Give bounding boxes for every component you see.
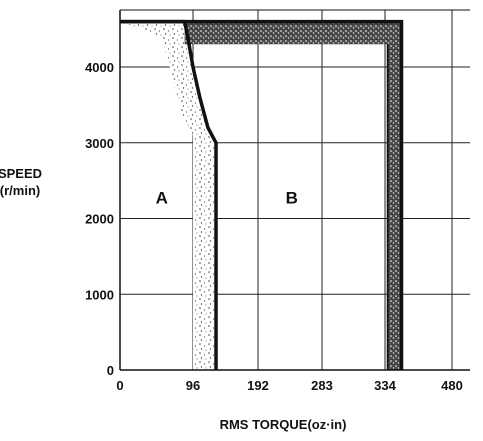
x-tick-label: 480 xyxy=(441,378,463,393)
y-tick-label: 4000 xyxy=(85,60,114,75)
fills xyxy=(120,21,402,371)
region-label-b: B xyxy=(286,188,298,207)
y-axis-label-line2: (r/min) xyxy=(0,183,40,198)
boundary-curve xyxy=(120,19,218,370)
plot-frame xyxy=(119,9,470,371)
x-axis-label: RMS TORQUE(oz·in) xyxy=(220,417,347,432)
y-tick-label: 0 xyxy=(107,363,114,378)
y-tick-labels: 0 1000 2000 3000 4000 xyxy=(85,60,114,378)
y-tick-label: 1000 xyxy=(85,287,114,302)
y-tick-label: 3000 xyxy=(85,136,114,151)
y-axis-label-line1: SPEED xyxy=(0,166,42,181)
x-tick-label: 96 xyxy=(186,378,200,393)
y-tick-label: 2000 xyxy=(85,212,114,227)
series-lines xyxy=(120,19,404,370)
x-tick-label: 334 xyxy=(374,378,396,393)
x-tick-labels: 0 96 192 283 334 480 xyxy=(116,378,462,393)
region-label-a: A xyxy=(156,188,168,207)
x-tick-label: 283 xyxy=(311,378,333,393)
stippled-band xyxy=(120,21,216,370)
x-tick-label: 0 xyxy=(116,378,123,393)
grid xyxy=(120,10,470,370)
outer-boundary-line xyxy=(120,19,404,370)
x-tick-label: 192 xyxy=(247,378,269,393)
